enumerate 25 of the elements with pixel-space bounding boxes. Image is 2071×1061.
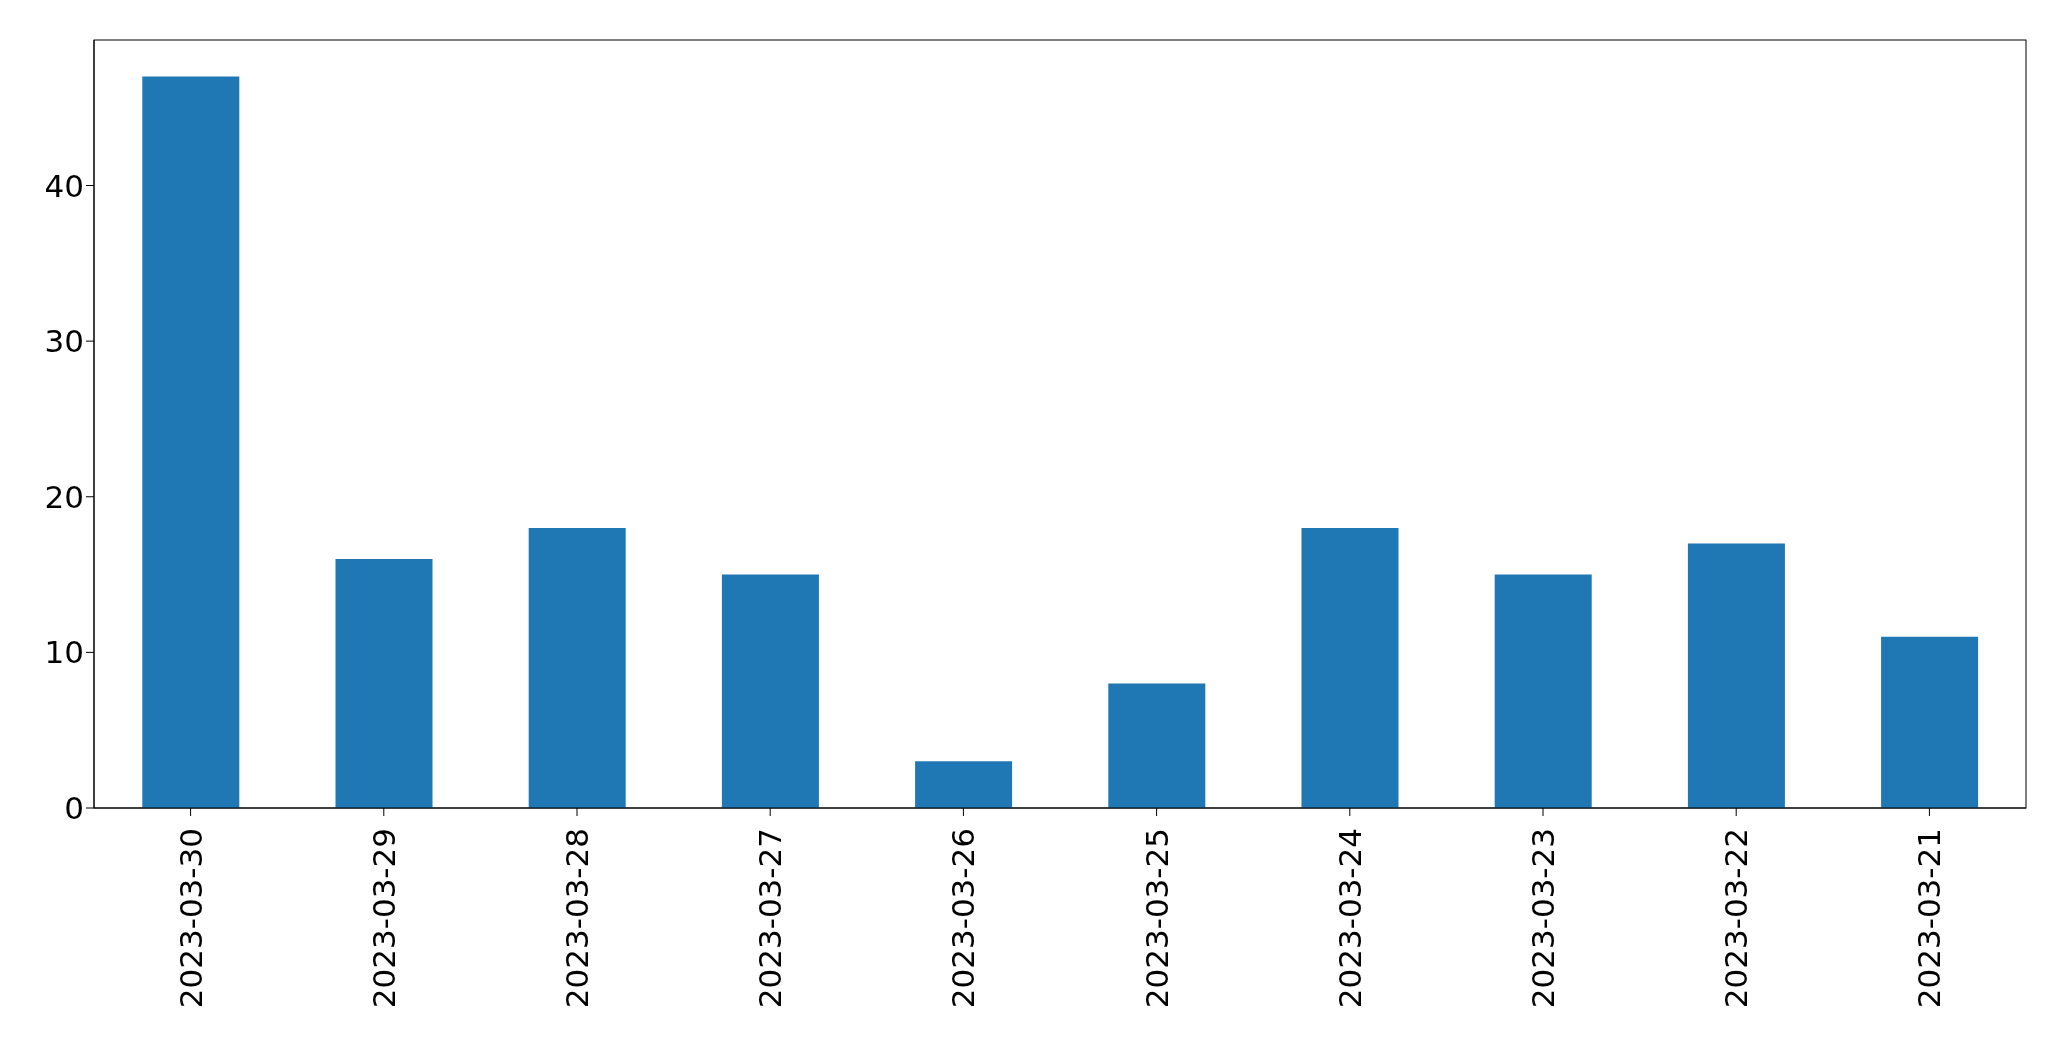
x-tick-label: 2023-03-24 [1331,828,1368,1009]
y-tick-label: 30 [44,323,84,360]
x-tick-label: 2023-03-25 [1138,828,1175,1009]
bar [915,761,1013,808]
bar [528,527,626,808]
y-tick-label: 10 [44,634,84,671]
bar [335,559,433,808]
x-tick-label: 2023-03-28 [559,828,595,1009]
bar [1687,543,1785,808]
x-tick-label: 2023-03-22 [1718,828,1755,1009]
bar [1108,683,1206,808]
x-tick-label: 2023-03-29 [365,828,402,1009]
x-tick-label: 2023-03-21 [1911,828,1948,1009]
bar [1881,636,1979,808]
bar [142,76,240,808]
y-tick-label: 20 [44,478,84,515]
bar [1301,527,1399,808]
bar [1494,574,1592,808]
x-tick-label: 2023-03-27 [752,828,789,1009]
x-tick-label: 2023-03-26 [945,828,982,1009]
x-tick-label: 2023-03-23 [1525,828,1561,1009]
bar [721,574,819,808]
y-tick-label: 40 [44,167,84,204]
y-tick-label: 0 [64,790,84,827]
x-tick-label: 2023-03-30 [172,828,209,1009]
